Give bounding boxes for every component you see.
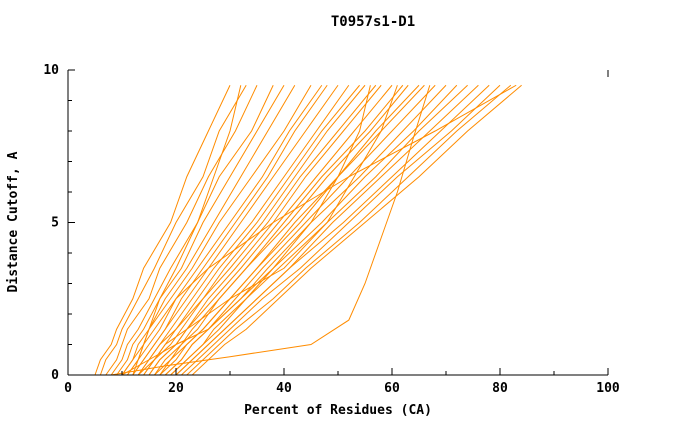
model-curve (116, 84, 285, 376)
model-curve (126, 85, 242, 376)
model-curve (148, 84, 393, 376)
model-curve (105, 85, 258, 376)
model-curve (159, 84, 420, 376)
x-tick-label: 60 (384, 381, 400, 396)
chart-title: T0957s1-D1 (331, 14, 415, 30)
model-curve (191, 84, 522, 376)
y-tick-label: 5 (51, 216, 59, 231)
model-curve (170, 84, 468, 376)
model-curve (170, 84, 458, 376)
curve-group (94, 84, 522, 376)
model-curve (99, 84, 247, 376)
model-curve (121, 85, 371, 376)
model-curve (111, 85, 431, 376)
tick-label-group: 0 20 40 60 80 100 0 5 10 (43, 63, 620, 396)
model-curve (181, 84, 501, 376)
model-curve (110, 85, 274, 376)
model-curve (153, 84, 404, 376)
x-tick-label: 100 (596, 381, 620, 396)
model-curve (164, 84, 447, 376)
model-curve (154, 84, 409, 376)
tick-group (67, 69, 609, 376)
model-curve (137, 85, 398, 376)
model-curve (175, 84, 479, 376)
model-curve (159, 84, 425, 376)
y-tick-label: 10 (43, 63, 59, 78)
y-axis-label: Distance Cutoff, A (6, 151, 21, 292)
x-axis-label: Percent of Residues (CA) (244, 403, 432, 418)
model-curve (186, 84, 512, 376)
model-curve (94, 85, 231, 376)
model-curve (137, 84, 360, 376)
x-tick-label: 40 (276, 381, 292, 396)
model-curve (132, 84, 339, 376)
model-curve (126, 84, 323, 376)
y-tick-label: 0 (51, 368, 59, 383)
x-tick-label: 80 (492, 381, 508, 396)
model-curve (121, 84, 312, 376)
model-curve (121, 84, 296, 376)
model-curve (175, 84, 490, 376)
x-tick-label: 0 (64, 381, 72, 396)
x-tick-label: 20 (168, 381, 184, 396)
